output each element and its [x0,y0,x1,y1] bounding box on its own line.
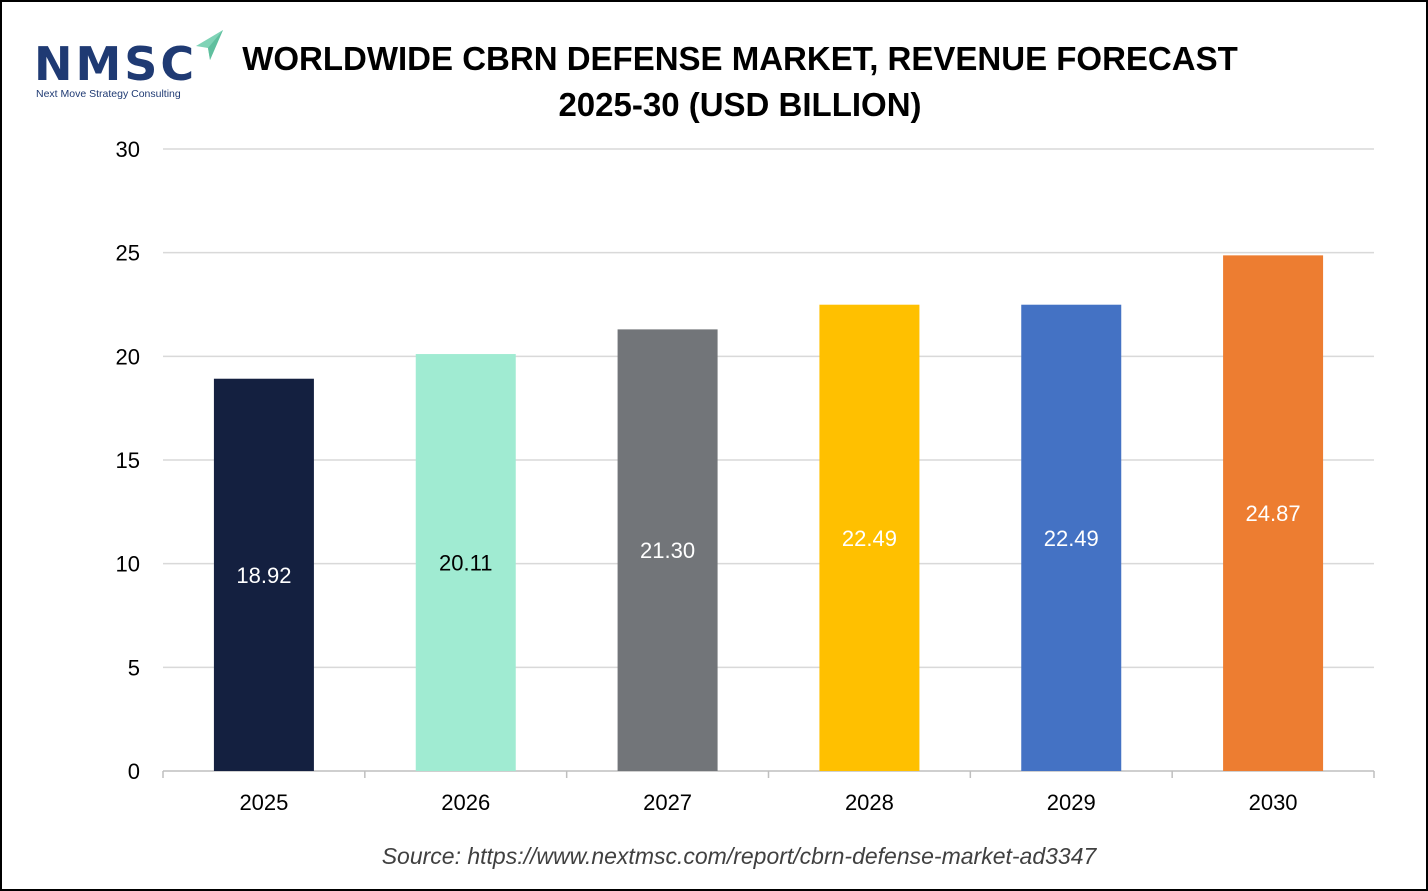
data-label-2025: 18.92 [236,563,291,588]
bar-2030 [1223,255,1324,771]
y-tick-label: 15 [116,448,140,473]
nmsc-logo: NMSC Next Move Strategy Consulting [34,28,224,104]
x-tick-label-2025: 2025 [239,790,288,815]
y-tick-label: 30 [116,137,140,162]
bar-2027 [617,329,718,771]
y-tick-label: 20 [116,344,140,369]
data-label-2028: 22.49 [842,526,897,551]
data-label-2026: 20.11 [439,551,492,576]
x-tick-label-2028: 2028 [845,790,894,815]
y-tick-label: 25 [116,241,140,266]
paper-plane-icon [196,30,223,60]
data-label-2027: 21.30 [640,538,695,563]
chart-title-line-1: WORLDWIDE CBRN DEFENSE MARKET, REVENUE F… [242,40,1238,77]
bar-2029 [1021,304,1122,771]
x-tick-label-2027: 2027 [643,790,692,815]
y-tick-label: 10 [116,552,140,577]
bar-2025 [213,378,314,771]
y-tick-label: 0 [128,759,140,784]
bar-2028 [819,304,920,771]
x-tick-label-2029: 2029 [1047,790,1096,815]
logo-tagline: Next Move Strategy Consulting [36,88,181,100]
bar-2026 [415,354,516,771]
source-note: Source: https://www.nextmsc.com/report/c… [381,843,1097,869]
chart-title-line-2: 2025-30 (USD BILLION) [558,86,922,123]
x-tick-label-2026: 2026 [441,790,490,815]
logo-letters: NMSC [34,37,198,91]
data-label-2029: 22.49 [1044,526,1099,551]
y-tick-label: 5 [128,655,140,680]
x-tick-label-2030: 2030 [1249,790,1298,815]
data-label-2030: 24.87 [1246,501,1301,526]
